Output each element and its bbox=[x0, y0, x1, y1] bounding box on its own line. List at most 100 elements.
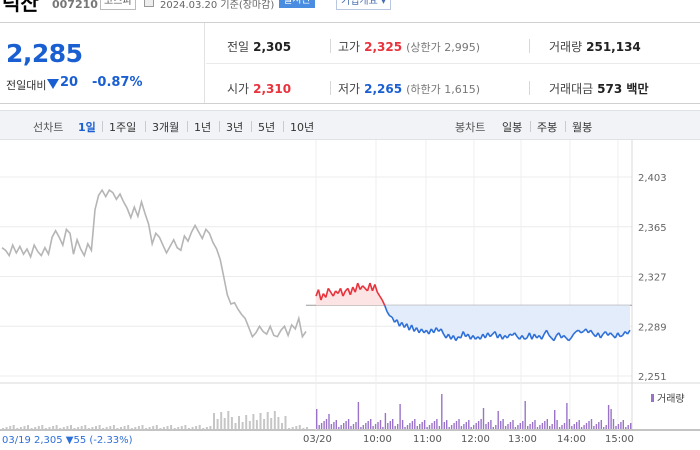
today-volume-bar bbox=[374, 424, 377, 429]
company-overview-button[interactable]: 기업개요 ▾ bbox=[336, 0, 391, 10]
today-line-segment bbox=[354, 282, 359, 293]
today-line-segment bbox=[524, 337, 528, 341]
prev-volume-bar bbox=[80, 426, 83, 429]
today-volume-bar bbox=[571, 426, 573, 429]
today-volume-bar bbox=[318, 425, 320, 429]
today-line-segment bbox=[415, 327, 420, 334]
today-line-segment bbox=[499, 333, 504, 340]
prev-volume-bar bbox=[177, 427, 180, 429]
period-10y[interactable]: 10년 bbox=[290, 121, 315, 134]
today-volume-bar bbox=[522, 421, 524, 429]
realtime-button[interactable]: 실시간 bbox=[279, 0, 315, 8]
today-volume-bar bbox=[551, 424, 553, 429]
today-volume-bar bbox=[563, 423, 566, 429]
today-line-segment bbox=[383, 305, 388, 313]
prev-volume-bar bbox=[263, 419, 266, 429]
today-volume-bar bbox=[490, 420, 492, 429]
today-line-segment bbox=[575, 329, 579, 333]
prev-volume-bar bbox=[120, 427, 122, 429]
prev-volume-bar bbox=[55, 425, 58, 429]
today-volume-bar bbox=[401, 420, 404, 429]
today-line-segment bbox=[540, 333, 545, 340]
today-volume-bar bbox=[446, 420, 448, 429]
today-line-segment bbox=[563, 334, 567, 339]
today-volume-bar bbox=[441, 394, 443, 429]
price-chart[interactable]: 2,403 2,365 2,327 2,289 2,251 03/20 10:00 11:00… bbox=[0, 140, 700, 450]
prev-volume-bar bbox=[137, 426, 140, 429]
period-3y[interactable]: 3년 bbox=[226, 121, 244, 134]
period-5y[interactable]: 5년 bbox=[258, 121, 276, 134]
today-line-segment bbox=[617, 332, 621, 338]
today-line-segment bbox=[614, 332, 619, 339]
prev-volume-bar bbox=[291, 427, 294, 429]
today-volume-bar bbox=[470, 427, 472, 429]
prev-volume-bar bbox=[34, 427, 37, 429]
volume: 거래량 251,134 bbox=[549, 40, 641, 54]
high-price: 고가 2,325 (상한가 2,995) bbox=[338, 40, 480, 54]
prev-volume-bar bbox=[91, 427, 94, 429]
prev-volume-bar bbox=[30, 428, 33, 429]
today-line-segment bbox=[356, 282, 361, 290]
today-line-segment bbox=[558, 332, 563, 339]
today-line-segment bbox=[484, 332, 489, 339]
candle-monthly[interactable]: 월봉 bbox=[572, 121, 593, 134]
today-line-segment bbox=[609, 332, 614, 336]
volume-legend-swatch bbox=[651, 394, 654, 402]
today-volume-bar bbox=[448, 427, 450, 429]
candle-daily[interactable]: 일봉 bbox=[502, 121, 523, 134]
stock-name[interactable]: 덕산 bbox=[2, 0, 39, 14]
today-volume-bar bbox=[485, 424, 487, 429]
today-volume-bar bbox=[536, 427, 539, 429]
today-volume-bar bbox=[610, 409, 612, 429]
today-volume-bar bbox=[320, 423, 323, 429]
today-line-segment bbox=[619, 334, 624, 338]
prev-volume-bar bbox=[145, 428, 148, 429]
today-volume-bar bbox=[360, 427, 362, 429]
today-volume-bar bbox=[423, 420, 426, 429]
date-text: 2024.03.20 기준(장마감) bbox=[160, 0, 275, 11]
prev-volume-bar bbox=[170, 425, 173, 429]
today-volume-bar bbox=[436, 419, 438, 429]
prev-volume-bar bbox=[112, 425, 115, 429]
today-line-segment bbox=[342, 290, 347, 297]
today-line-segment bbox=[531, 333, 536, 340]
today-volume-bar bbox=[620, 422, 622, 429]
prev-volume-bar bbox=[109, 426, 112, 429]
today-line-segment bbox=[514, 332, 518, 338]
today-volume-bar bbox=[585, 423, 588, 429]
prev-volume-bar bbox=[141, 425, 144, 429]
prev-volume-bar bbox=[302, 428, 305, 429]
prev-volume-bar bbox=[227, 411, 230, 429]
today-line-segment bbox=[332, 290, 337, 297]
prev-volume-bar bbox=[209, 426, 212, 429]
today-volume-bar bbox=[455, 421, 458, 429]
prev-volume-bar bbox=[44, 428, 47, 429]
today-volume-bar bbox=[600, 420, 602, 429]
today-volume-bar bbox=[465, 422, 467, 429]
prev-volume-bar bbox=[70, 425, 72, 429]
current-price: 2,285 bbox=[6, 39, 83, 68]
today-volume-bar bbox=[328, 414, 330, 429]
today-line-segment bbox=[577, 329, 582, 334]
period-3m[interactable]: 3개월 bbox=[152, 121, 180, 134]
prev-volume-bar bbox=[238, 416, 240, 429]
period-1w[interactable]: 1주일 bbox=[109, 121, 137, 134]
prev-volume-bar bbox=[162, 427, 165, 429]
period-1y[interactable]: 1년 bbox=[194, 121, 212, 134]
today-line-segment bbox=[545, 329, 550, 336]
today-volume-bar bbox=[397, 424, 399, 429]
price-chart-svg[interactable]: 2,403 2,365 2,327 2,289 2,251 03/20 10:00 11:00… bbox=[0, 140, 700, 450]
today-volume-bar bbox=[622, 420, 624, 429]
change-label: 전일대비 bbox=[6, 79, 47, 92]
today-line-segment bbox=[494, 331, 499, 339]
prev-volume-bar bbox=[116, 428, 119, 429]
today-volume-bar bbox=[384, 413, 387, 429]
candle-weekly[interactable]: 주봉 bbox=[537, 121, 558, 134]
prev-volume-bar bbox=[102, 428, 105, 429]
period-1d[interactable]: 1일 bbox=[78, 121, 96, 134]
prev-close: 전일 2,305 bbox=[227, 40, 292, 54]
prev-volume-bar bbox=[98, 425, 101, 429]
x-tick-label: 15:00 bbox=[605, 434, 634, 445]
today-line-segment bbox=[386, 311, 391, 317]
